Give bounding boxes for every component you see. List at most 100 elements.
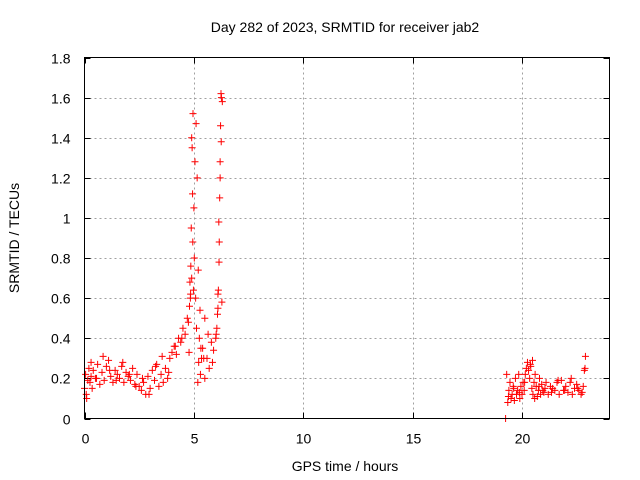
- y-tick-label: 0: [63, 412, 71, 428]
- axis-ticks: [84, 57, 610, 420]
- data-point: [581, 364, 589, 372]
- data-point: [195, 334, 203, 342]
- data-point: [579, 382, 587, 390]
- x-tick-label: 15: [406, 431, 422, 447]
- data-point: [215, 238, 223, 246]
- data-point: [171, 342, 179, 350]
- y-tick-labels: 0 0.2 0.4 0.6 0.8 1 1.2 1.4 1.6 1.8: [51, 51, 71, 428]
- data-point: [86, 378, 94, 386]
- data-point: [89, 366, 97, 374]
- data-point: [137, 386, 145, 394]
- data-point: [133, 370, 141, 378]
- data-point: [138, 374, 146, 382]
- data-point: [555, 390, 563, 398]
- y-tick-label: 0.2: [51, 371, 71, 387]
- data-point: [145, 390, 153, 398]
- data-point: [82, 370, 90, 378]
- data-point: [214, 310, 221, 318]
- data-point: [85, 364, 93, 372]
- x-axis-title: GPS time / hours: [292, 458, 399, 474]
- data-point: [188, 274, 196, 282]
- data-point: [521, 378, 529, 386]
- data-point: [510, 396, 518, 404]
- data-point: [217, 122, 225, 130]
- data-point: [213, 324, 221, 332]
- data-point: [126, 376, 134, 384]
- data-point: [189, 190, 197, 198]
- data-point: [188, 144, 196, 152]
- data-point: [164, 374, 172, 382]
- data-point: [520, 386, 528, 394]
- data-point: [87, 372, 95, 380]
- data-point: [98, 368, 106, 376]
- data-point: [505, 386, 513, 394]
- data-point: [207, 338, 215, 346]
- data-point: [541, 384, 549, 392]
- data-point: [161, 364, 169, 372]
- data-point: [504, 392, 512, 400]
- x-tick-label: 20: [515, 431, 531, 447]
- data-point: [562, 382, 570, 390]
- data-point: [191, 158, 199, 166]
- y-tick-label: 0.8: [51, 251, 71, 267]
- data-point: [526, 360, 534, 368]
- data-point: [120, 378, 128, 386]
- data-point: [188, 134, 196, 142]
- data-point: [528, 384, 536, 392]
- data-point: [516, 394, 524, 402]
- data-point: [510, 384, 518, 392]
- data-point: [517, 382, 525, 390]
- data-point: [215, 218, 223, 226]
- data-point: [201, 314, 209, 322]
- data-point: [525, 366, 533, 374]
- data-point: [82, 390, 90, 398]
- data-point: [192, 120, 200, 128]
- data-point: [144, 372, 152, 380]
- data-point: [581, 352, 589, 360]
- x-tick-label: 0: [82, 431, 90, 447]
- data-point: [190, 204, 198, 212]
- y-tick-label: 1.4: [51, 131, 71, 147]
- data-point: [194, 266, 202, 274]
- y-tick-label: 1: [63, 211, 71, 227]
- data-point: [210, 346, 218, 354]
- data-point: [158, 352, 166, 360]
- data-point: [578, 388, 586, 396]
- data-point: [187, 224, 195, 232]
- data-point: [542, 378, 550, 386]
- data-point: [186, 278, 194, 286]
- data-point: [178, 334, 186, 342]
- data-point: [217, 138, 225, 146]
- data-point: [208, 358, 216, 366]
- data-point: [216, 158, 224, 166]
- data-point: [573, 380, 581, 388]
- data-point: [526, 374, 534, 382]
- data-point: [113, 370, 121, 378]
- data-point: [181, 330, 189, 338]
- y-tick-label: 0.6: [51, 291, 71, 307]
- data-point: [118, 362, 126, 370]
- data-point: [216, 194, 224, 202]
- data-point: [217, 90, 225, 98]
- y-tick-label: 1.2: [51, 171, 71, 187]
- data-point: [540, 388, 548, 396]
- data-point: [187, 262, 195, 270]
- data-point: [515, 370, 523, 378]
- data-point: [183, 314, 191, 322]
- data-point: [165, 368, 173, 376]
- data-point: [511, 374, 519, 382]
- plot-frame: [84, 57, 610, 419]
- chart-title: Day 282 of 2023, SRMTID for receiver jab…: [211, 19, 480, 35]
- series-jab2: [81, 90, 589, 422]
- data-point: [548, 388, 556, 396]
- data-point: [574, 384, 582, 392]
- data-point: [204, 330, 212, 338]
- data-point: [179, 324, 187, 332]
- data-point: [531, 394, 539, 402]
- data-point: [218, 98, 226, 106]
- data-point: [177, 338, 185, 346]
- data-point: [214, 290, 222, 298]
- data-point: [189, 286, 197, 294]
- data-point: [193, 324, 200, 332]
- data-point: [515, 388, 523, 396]
